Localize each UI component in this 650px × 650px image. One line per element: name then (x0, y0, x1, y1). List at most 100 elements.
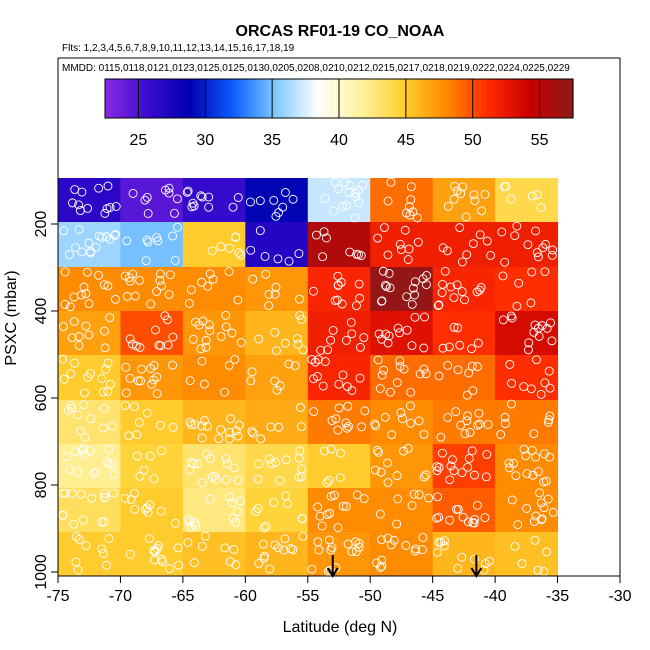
observation-point (438, 343, 448, 353)
observation-point (132, 430, 142, 440)
colorbar-swatch (392, 79, 397, 118)
observation-point (310, 357, 320, 367)
observation-point (337, 299, 347, 309)
colorbar-swatch (278, 79, 283, 118)
colorbar-swatch (302, 79, 307, 118)
observation-point (410, 277, 420, 287)
x-axis: -75 -70 -65 -60 -55 -50 -45 -40 -35 -30 (46, 575, 632, 605)
observation-point (221, 475, 231, 485)
observation-point (142, 503, 152, 513)
observation-point (221, 454, 231, 464)
colorbar-swatch (195, 79, 200, 118)
observation-point (319, 446, 329, 456)
y-axis-label: PSXC (mbar) (3, 270, 20, 365)
observation-point (150, 325, 160, 335)
heatmap-cell (58, 267, 121, 312)
heatmap-cell (495, 311, 559, 356)
observation-point (335, 473, 345, 482)
observation-point (546, 318, 555, 328)
colorbar-swatch (512, 79, 517, 118)
observation-point (156, 281, 166, 291)
observation-point (216, 332, 226, 341)
colorbar-swatch (208, 79, 213, 118)
observation-point (540, 449, 549, 459)
colorbar-swatch (355, 79, 360, 118)
observation-point (438, 279, 448, 289)
observation-point (143, 237, 153, 247)
observation-point (59, 226, 69, 236)
heatmap-cell (495, 400, 559, 445)
observation-point (472, 362, 482, 372)
observation-point (434, 512, 444, 522)
observation-point (204, 202, 214, 212)
observation-point (383, 338, 393, 348)
colorbar-swatch (178, 79, 183, 118)
colorbar-swatch (476, 79, 480, 118)
observation-point (280, 534, 290, 544)
colorbar-swatch (345, 79, 350, 118)
observation-point (233, 295, 243, 305)
observation-point (472, 500, 482, 510)
observation-point (521, 451, 531, 461)
observation-point (86, 414, 96, 424)
observation-point (168, 422, 178, 432)
observation-point (418, 545, 427, 555)
colorbar-swatch (201, 79, 206, 118)
observation-point (225, 557, 235, 567)
observation-point (157, 446, 167, 456)
observation-point (370, 465, 380, 475)
heatmap-cell (58, 532, 121, 577)
observation-point (433, 492, 443, 502)
observation-point (372, 445, 382, 455)
observation-point (402, 325, 412, 335)
colorbar-swatch (258, 79, 263, 118)
observation-point (483, 420, 493, 430)
observation-point (522, 469, 532, 479)
observation-point (224, 434, 234, 444)
observation-point (434, 537, 444, 547)
observation-point (204, 192, 214, 202)
observation-point (347, 547, 357, 557)
heatmap-cell (370, 178, 434, 223)
observation-point (548, 507, 558, 517)
colorbar-swatch (496, 79, 501, 118)
observation-point (76, 426, 85, 436)
observation-point (69, 317, 79, 326)
colorbar-swatch (499, 79, 504, 118)
observation-point (193, 459, 203, 469)
colorbar-swatch (255, 79, 260, 118)
observation-point (457, 287, 467, 297)
observation-point (288, 545, 298, 555)
observation-point (338, 370, 348, 380)
colorbar-swatch (335, 79, 340, 118)
observation-point (185, 417, 195, 427)
observation-point (480, 189, 490, 199)
observation-point (294, 249, 304, 259)
observation-point (529, 429, 539, 439)
heatmap-cell (370, 444, 434, 489)
observation-point (298, 345, 308, 355)
colorbar-swatch (298, 79, 303, 118)
observation-point (73, 565, 83, 575)
observation-point (220, 543, 230, 553)
observation-point (320, 193, 330, 203)
observation-point (379, 223, 389, 233)
chart-title: ORCAS RF01-19 CO_NOAA (236, 23, 445, 40)
observation-point (407, 299, 417, 309)
observation-point (142, 192, 152, 202)
observation-point (294, 453, 304, 463)
observation-point (284, 256, 294, 266)
x-tick-label: -55 (296, 588, 319, 605)
observation-point (340, 178, 350, 187)
observation-point (452, 280, 462, 290)
observation-point (292, 334, 302, 344)
colorbar-swatch (389, 79, 394, 118)
observation-point (124, 431, 134, 441)
observation-point (99, 517, 109, 527)
observation-point (317, 521, 327, 531)
heatmap-cell (495, 178, 559, 223)
observation-point (197, 541, 207, 551)
observation-point (318, 252, 328, 262)
observation-point (473, 420, 483, 430)
observation-point (449, 194, 459, 204)
